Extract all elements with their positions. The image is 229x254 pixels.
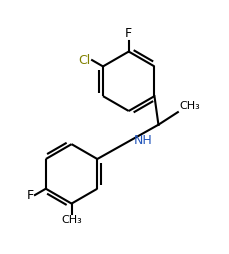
Text: CH₃: CH₃: [178, 101, 199, 111]
Text: F: F: [125, 27, 132, 40]
Text: Cl: Cl: [78, 54, 90, 67]
Text: CH₃: CH₃: [61, 215, 82, 226]
Text: F: F: [27, 188, 34, 201]
Text: NH: NH: [133, 134, 152, 147]
